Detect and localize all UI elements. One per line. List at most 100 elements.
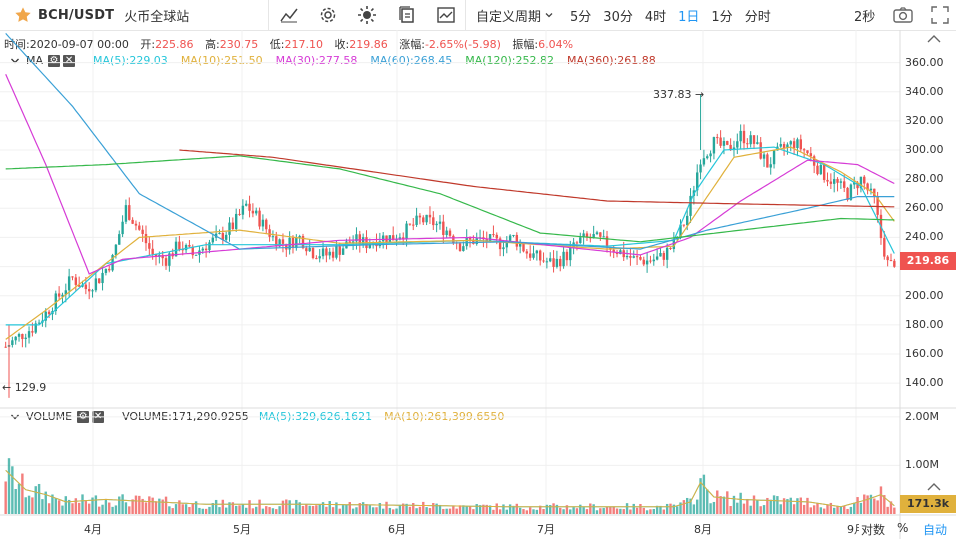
collapse-up-icon[interactable] [924, 32, 944, 46]
change-label: 涨幅: [399, 38, 425, 51]
symbol-label: BCH/USDT [38, 7, 115, 23]
candle-body [776, 146, 779, 151]
candle-body [442, 221, 445, 235]
period-tab-5min[interactable]: 5分 [570, 9, 592, 25]
candle-body [11, 340, 14, 345]
price-axis-tick: 140.00 [905, 376, 944, 390]
volume-bar [448, 508, 452, 514]
volume-bar [345, 504, 348, 514]
refresh-interval[interactable]: 2秒 [854, 9, 876, 25]
volume-bar [555, 504, 559, 514]
candle-body [148, 243, 151, 249]
volume-bar [301, 505, 305, 514]
period-tab-1min[interactable]: 1分 [711, 9, 733, 25]
volume-bar [699, 478, 702, 514]
volume-bar [595, 510, 599, 514]
volume-close-icon[interactable]: ✕ [92, 410, 105, 423]
high-label: 高: [205, 38, 220, 51]
volume-bar [619, 508, 622, 514]
period-tab-4h[interactable]: 4时 [644, 9, 667, 25]
low-value: 217.10 [284, 38, 324, 51]
volume-bar [893, 507, 896, 514]
current-volume-tag: 171.3k [900, 495, 956, 513]
volume-bar [17, 483, 21, 514]
candle-body [338, 246, 341, 255]
symbol-selector[interactable]: BCH/USDT 火币全球站 [0, 0, 268, 30]
candle-body [839, 181, 843, 183]
month-label-jun: 6月 [388, 523, 406, 536]
volume-bar [816, 503, 819, 514]
log-scale-toggle[interactable]: 对数 [859, 521, 888, 538]
volume-bar [572, 507, 575, 514]
volume-bar [615, 508, 619, 514]
fullscreen-icon[interactable] [931, 6, 949, 24]
sun-icon[interactable] [357, 5, 377, 25]
line-chart-icon[interactable] [280, 7, 298, 23]
fullscreen-button[interactable] [931, 6, 949, 24]
indicator-chart-icon[interactable] [437, 7, 455, 23]
candle-body [729, 144, 732, 151]
chart-type-button[interactable] [269, 0, 309, 30]
period-tab-1d[interactable]: 1日 [678, 9, 700, 25]
candle-body [412, 224, 415, 226]
candle-body [445, 230, 448, 235]
settings-button[interactable] [309, 0, 347, 30]
theme-button[interactable] [347, 0, 387, 30]
collapse-chevron-icon[interactable] [10, 56, 20, 66]
period-tab-timeline[interactable]: 分时 [744, 9, 771, 25]
candle-body [625, 255, 629, 258]
candle-body [114, 244, 118, 256]
percent-scale-toggle[interactable]: % [897, 521, 909, 535]
candle-body [866, 183, 869, 191]
camera-icon[interactable] [893, 7, 913, 23]
volume-bar [639, 503, 642, 514]
indicator-button[interactable] [427, 0, 465, 30]
price-axis-tick: 200.00 [905, 288, 944, 302]
candle-body [829, 181, 833, 184]
auto-scale-toggle[interactable]: 自动 [923, 523, 948, 537]
volume-bar [398, 505, 402, 514]
custom-period-dropdown[interactable]: 自定义周期 [466, 0, 560, 30]
volume-bar [385, 501, 388, 514]
volume-bar [652, 508, 655, 514]
period-tab-30min[interactable]: 30分 [603, 9, 633, 25]
star-icon[interactable] [14, 6, 32, 24]
candle-body [662, 253, 666, 260]
candle-body [538, 250, 542, 261]
volume-bar [298, 502, 301, 514]
candle-body [535, 250, 539, 254]
volume-bar [776, 496, 779, 514]
copy-button[interactable] [387, 0, 427, 30]
volume-bar [719, 496, 722, 514]
gear-icon[interactable] [319, 6, 337, 24]
candle-body [315, 258, 318, 260]
candle-body [321, 248, 325, 257]
candle-body [766, 154, 769, 168]
ma-settings-icon[interactable]: ⚙ [48, 54, 61, 67]
volume-collapse-chevron-icon[interactable] [10, 412, 20, 422]
ma-close-icon[interactable]: ✕ [63, 54, 76, 67]
volume-bar [569, 509, 572, 514]
candle-body [569, 247, 572, 261]
candle-body [849, 184, 853, 200]
candle-body [812, 156, 816, 166]
clipboard-icon[interactable] [399, 6, 415, 24]
volume-bar [388, 507, 392, 514]
volume-bar [428, 508, 432, 514]
candle-body [27, 331, 31, 338]
candle-body [448, 230, 452, 236]
candle-body [388, 235, 392, 243]
candle-body [492, 234, 495, 236]
volume-bar [47, 503, 51, 514]
volume-bar [315, 505, 318, 514]
candle-body [605, 236, 609, 248]
screenshot-button[interactable] [893, 7, 913, 23]
candle-body [218, 233, 221, 235]
volume-settings-icon[interactable]: ⚙ [77, 410, 90, 423]
collapse-up-volume-icon[interactable] [924, 480, 944, 494]
candle-body [746, 143, 749, 145]
candle-body [742, 130, 746, 144]
volume-bar [271, 508, 275, 514]
price-axis-tick: 260.00 [905, 201, 944, 215]
